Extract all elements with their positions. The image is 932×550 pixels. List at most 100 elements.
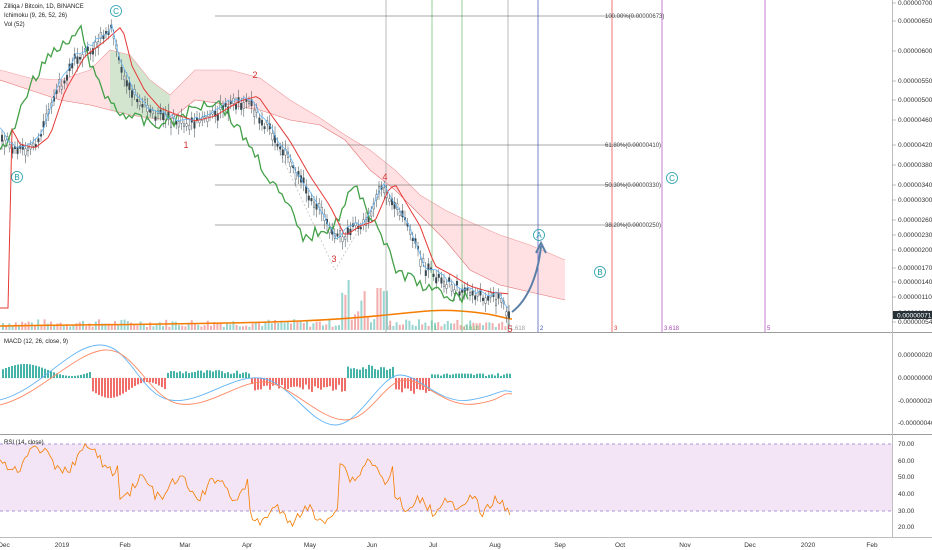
fib-time-label: 1.618 [510,326,526,332]
candle-body [263,126,266,130]
volume-bar [414,325,417,330]
wave-circle [666,172,678,184]
volume-bar [354,314,356,330]
candle-body [37,138,40,143]
macd-hist-bar [509,373,511,378]
volume-bar [254,322,257,330]
macd-hist-bar [428,378,430,391]
volume-bar [216,323,219,330]
chart-title[interactable]: Zilliqa / Bitcoin, 1D, BINANCE [4,4,84,10]
macd-hist-bar [134,378,136,386]
fib-time-label: 3 [614,326,618,332]
price-tick-label: 0.00000380 [898,162,932,169]
macd-hist-bar [71,375,73,378]
candle-body [258,117,261,124]
candle-body [279,146,282,150]
volume-bar [482,325,484,330]
volume-bar [472,322,475,330]
macd-hist-bar [482,373,484,378]
candle-body [430,267,433,271]
candle-body [261,119,264,126]
candle-body [497,293,500,299]
volume-bar [443,323,446,330]
rsi-band [0,444,892,511]
volume-bar [136,325,139,330]
candle-body [482,297,485,301]
volume-bar [59,322,62,330]
wave-circle-label: C [113,7,119,16]
volume-bar [322,325,324,330]
candle-body [138,101,141,106]
macd-hist-bar [182,373,184,378]
macd-hist-bar [290,378,292,388]
macd-hist-bar [77,375,79,378]
macd-hist-bar [311,378,313,392]
macd-hist-bar [356,369,358,378]
time-tick-label: Feb [119,542,131,549]
macd-indicator [0,344,513,426]
volume-bar [85,325,88,330]
volume-bar [421,324,424,330]
volume-bar [94,321,97,330]
volume-bar [133,324,136,330]
macd-hist-bar [278,378,280,389]
macd-hist-bar [8,366,10,378]
macd-tick-label: -0.00000020 [898,398,932,405]
macd-hist-bar [83,374,85,378]
candle-body [234,103,237,110]
rsi-tick-label: 40.00 [898,491,915,498]
candle-body [443,280,446,287]
volume-bar [341,292,344,330]
volume-bar [395,322,398,330]
wave-label: 1 [183,140,188,150]
price-pane [0,0,892,332]
macd-hist-bar [269,378,271,390]
volume-legend[interactable]: Vol (52) [4,22,25,28]
ichimoku-legend[interactable]: Ichimoku (9, 26, 52, 26) [4,13,67,19]
macd-hist-bar [47,369,49,378]
macd-hist-bar [26,364,28,378]
price-tick-label: 0.00000460 [898,117,932,124]
macd-hist-bar [320,378,322,390]
candle-body [398,211,401,216]
price-axis[interactable]: 0.00000700 0.00000650 0.00000600 0.00000550… [892,0,932,531]
fib-time-zones: 0 1 0.618 1.618 2 3 3.618 5 [385,0,771,332]
candle-body [487,295,490,301]
volume-bar [200,326,203,330]
volume-bar [462,326,465,330]
volume-bar [219,323,222,330]
candle-body [123,75,126,81]
senkou-a [0,49,566,261]
candle-body [120,66,123,73]
macd-hist-bar [59,374,61,378]
volume-bar [469,320,472,330]
candle-body [136,98,139,103]
volume-bar [158,322,161,330]
macd-hist-bar [158,378,160,386]
price-tick-label: 0.00000500 [898,97,932,104]
candle-body [32,142,35,147]
candle-body [8,144,11,149]
macd-hist-bar [494,375,496,378]
time-tick-label: Sep [554,542,566,549]
time-axis[interactable]: Dec 2019 Feb Mar Apr May Jun Jul Aug Sep Oct Nov Dec… [0,542,878,549]
volume-bar [222,326,225,330]
volume-bar [248,326,251,330]
candle-body [177,121,180,128]
volume-bar [283,322,286,330]
time-tick-label: Jul [429,542,438,549]
macd-hist-bar [155,378,157,384]
volume-bar [507,323,510,330]
rsi-legend[interactable]: RSI (14, close) [4,440,44,446]
candle-body [344,236,347,240]
macd-hist-bar [326,378,328,388]
macd-hist-bar [128,378,130,390]
fib-level-label: 100.00%(0.00000673) [605,14,664,20]
volume-bar [155,323,158,330]
macd-hist-bar [98,378,100,395]
macd-legend[interactable]: MACD (12, 26, close, 9) [4,339,68,345]
macd-hist-bar [365,368,367,378]
volume-bar [142,324,145,330]
candle-body [474,295,477,300]
candle-body [489,292,492,298]
